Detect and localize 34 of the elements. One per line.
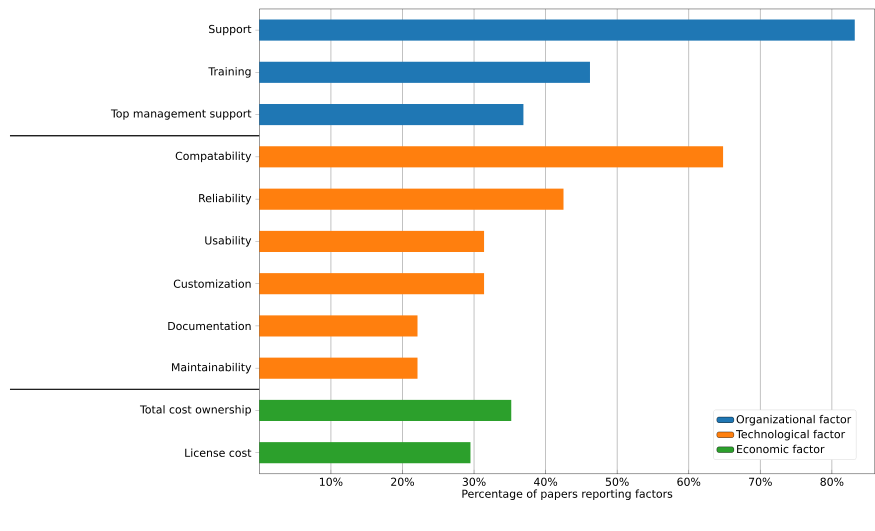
bar (259, 358, 418, 379)
y-tick-label: Documentation (168, 322, 251, 330)
y-tick-label: Reliability (199, 194, 252, 205)
y-tick-label: License cost (185, 448, 252, 458)
x-tick-label: 60% (677, 478, 700, 486)
bar (259, 273, 484, 294)
bar (259, 104, 524, 126)
bar (259, 20, 855, 41)
y-tick-label: Maintainability (172, 363, 252, 374)
y-tick-label: Top management support (110, 110, 252, 120)
x-tick-label: 20% (391, 478, 414, 486)
y-tick-label: Support (209, 25, 252, 36)
x-tick-label: 50% (606, 478, 629, 486)
bar (259, 146, 724, 168)
legend-label: Organizational factor (736, 415, 852, 426)
legend-label: Technological factor (736, 430, 846, 441)
x-tick-label: 10% (320, 478, 342, 486)
x-tick-label: 70% (749, 478, 772, 486)
y-tick-label: Usability (205, 236, 252, 247)
y-tick-label: Total cost ownership (140, 405, 251, 416)
x-tick-label: 40% (534, 478, 558, 486)
bar (259, 230, 484, 252)
legend-label: Economic factor (737, 444, 824, 454)
x-tick-label: 80% (820, 478, 844, 486)
y-tick-label: Compatability (176, 152, 252, 162)
x-axis-title: Percentage of papers reporting factors (462, 490, 672, 500)
y-tick-label: Training (208, 67, 251, 78)
bar (259, 442, 470, 464)
bar (259, 400, 512, 422)
bar (259, 316, 418, 337)
y-tick-label: Customization (174, 280, 251, 288)
x-tick-label: 30% (462, 478, 486, 486)
bar (259, 188, 564, 210)
bar (259, 62, 590, 84)
